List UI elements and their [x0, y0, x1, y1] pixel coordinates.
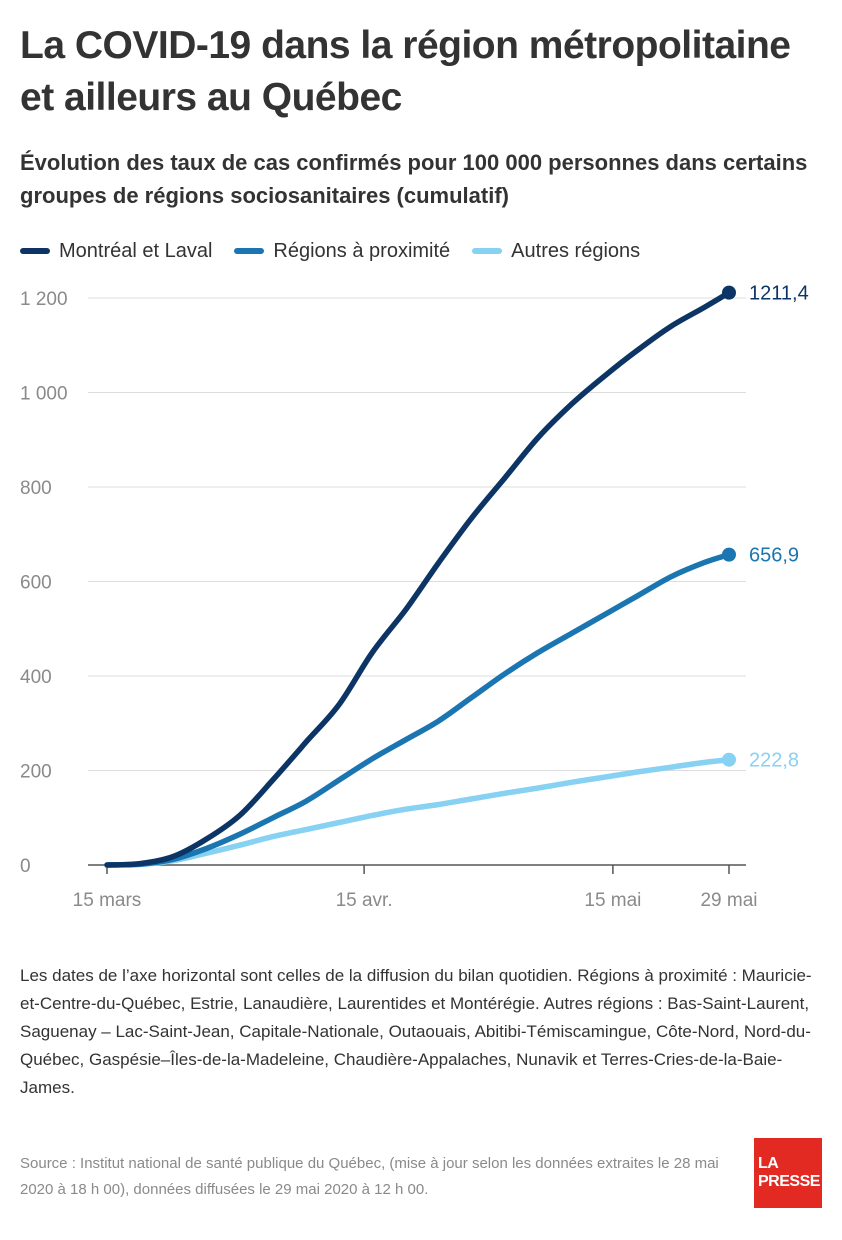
legend-swatch-montreal-laval	[20, 248, 50, 254]
legend-item-regions-proximite: Régions à proximité	[234, 240, 450, 263]
chart-subtitle: Évolution des taux de cas confirmés pour…	[20, 150, 808, 208]
series-line-montreal-laval	[104, 289, 732, 868]
y-tick-label: 1 000	[20, 384, 68, 405]
legend-swatch-regions-proximite	[234, 248, 265, 254]
series-end-dot-autres-regions	[722, 752, 736, 767]
x-tick-label: 29 mai	[700, 890, 757, 911]
y-tick-label: 0	[20, 856, 31, 877]
legend-swatch-autres-regions	[472, 248, 503, 254]
chart-notes: Les dates de l’axe horizontal sont celle…	[20, 966, 812, 1097]
y-tick-label: 600	[20, 573, 52, 594]
logo-line-2: PRESSE	[758, 1173, 820, 1190]
logo-line-1: LA	[758, 1155, 779, 1172]
x-tick-label: 15 mars	[73, 890, 142, 911]
source-note: Source : Institut national de santé publ…	[20, 1155, 719, 1198]
chart-legend: Montréal et Laval Régions à proximité Au…	[20, 236, 662, 266]
series-end-dot-regions-proximite	[722, 547, 736, 562]
y-tick-label: 1 200	[20, 289, 68, 310]
series-line-regions-proximite	[104, 551, 732, 868]
series-line-autres-regions	[104, 756, 732, 868]
y-tick-label: 400	[20, 667, 52, 688]
legend-item-autres-regions: Autres régions	[472, 240, 640, 263]
y-tick-label: 800	[20, 478, 52, 499]
chart-title: La COVID-19 dans la région métropolitain…	[20, 24, 791, 119]
y-tick-label: 200	[20, 762, 52, 783]
series-end-label-regions-proximite: 656,9	[749, 545, 799, 567]
x-tick-label: 15 mai	[584, 890, 641, 911]
legend-label-regions-proximite: Régions à proximité	[273, 239, 451, 262]
series-end-label-montreal-laval: 1211,4	[749, 283, 809, 305]
la-presse-logo: LA PRESSE	[754, 1138, 822, 1208]
series-end-dot-montreal-laval	[722, 285, 736, 300]
line-chart: 0 200 400 600 800 1 000 1 200 15 mars 15 avr. 15 …	[20, 283, 809, 911]
legend-label-montreal-laval: Montréal et Laval	[59, 239, 213, 262]
x-tick-label: 15 avr.	[336, 890, 393, 911]
legend-item-montreal-laval: Montréal et Laval	[20, 240, 212, 263]
legend-label-autres-regions: Autres régions	[511, 239, 641, 262]
series-end-label-autres-regions: 222,8	[749, 750, 799, 772]
